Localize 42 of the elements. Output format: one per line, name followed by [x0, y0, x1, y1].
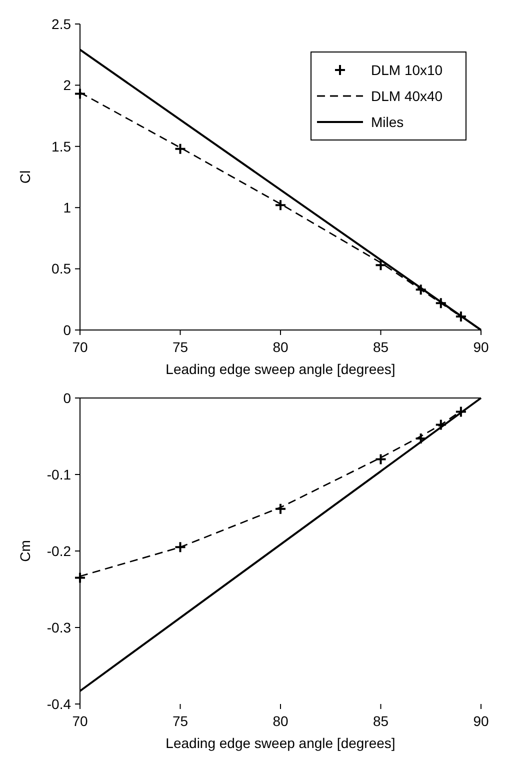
y-tick-label: 0	[63, 322, 72, 338]
y-tick-label: 1.5	[52, 138, 72, 154]
point	[434, 418, 447, 431]
y-tick-label: 1	[63, 200, 72, 216]
point	[274, 502, 286, 515]
y-tick-label: 2.5	[52, 16, 72, 32]
x-tick-label: 90	[473, 713, 489, 729]
legend-label: DLM 10x10	[371, 62, 443, 78]
point	[414, 432, 427, 445]
point	[434, 297, 447, 310]
legend-label: Miles	[371, 114, 404, 130]
y-axis-title: Cm	[17, 540, 33, 562]
y-axis-title: Cl	[17, 170, 33, 184]
y-tick-label: 0	[63, 390, 72, 406]
x-tick-label: 80	[272, 713, 288, 729]
point	[454, 310, 467, 323]
x-tick-label: 70	[72, 713, 88, 729]
legend-label: DLM 40x40	[371, 88, 443, 104]
point	[74, 572, 86, 584]
point	[274, 199, 286, 212]
y-tick-label: -0.3	[46, 619, 72, 636]
x-axis-title: Leading edge sweep angle [degrees]	[166, 361, 396, 377]
point	[374, 259, 387, 272]
point	[414, 284, 427, 296]
x-tick-label: 75	[172, 339, 188, 355]
y-tick-label: 0.5	[52, 260, 72, 277]
x-tick-label: 90	[473, 339, 489, 355]
point	[174, 541, 186, 554]
y-tick-label: -0.2	[46, 542, 72, 559]
y-tick-label: -0.4	[46, 696, 72, 712]
point	[74, 88, 86, 100]
x-tick-label: 70	[72, 339, 88, 355]
x-tick-label: 85	[372, 713, 389, 729]
point	[374, 453, 387, 466]
x-axis-title: Leading edge sweep angle [degrees]	[166, 735, 396, 751]
x-tick-label: 75	[172, 713, 188, 729]
y-tick-label: 2	[63, 77, 72, 94]
point	[454, 406, 467, 418]
x-tick-label: 80	[272, 339, 288, 355]
point	[174, 142, 186, 155]
x-tick-label: 85	[372, 339, 389, 355]
y-tick-label: -0.1	[46, 466, 72, 482]
